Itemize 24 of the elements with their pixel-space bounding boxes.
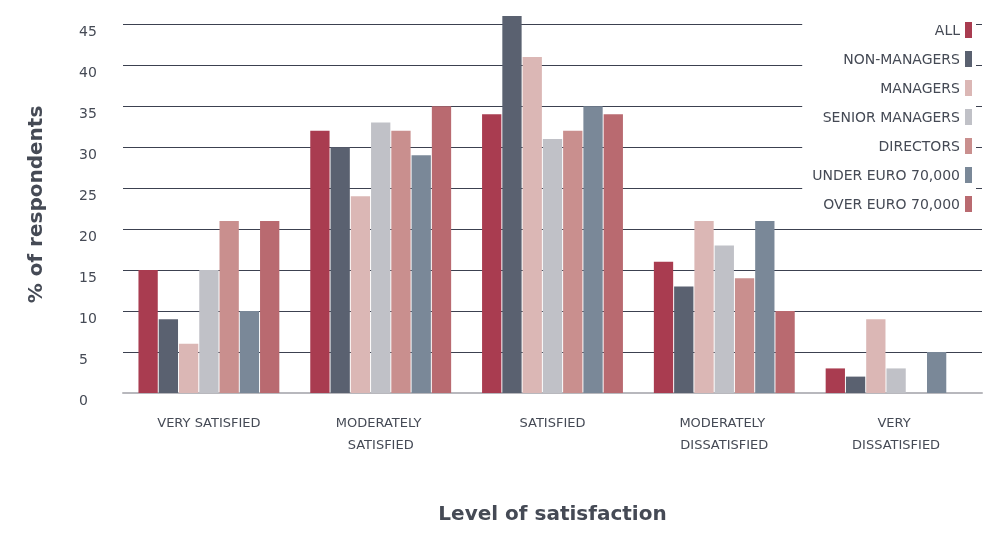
x-axis-title: Level of satisfaction [438, 501, 667, 525]
legend-label: SENIOR MANAGERS [822, 109, 961, 125]
y-tick-label: 20 [79, 228, 97, 245]
y-tick-label: 35 [79, 105, 97, 122]
legend-label: NON-MANAGERS [843, 51, 961, 67]
x-tick-label: MODERATELY SATISFIED [335, 414, 426, 452]
y-tick-label: 30 [79, 146, 97, 163]
legend-label: ALL [934, 22, 961, 38]
x-tick-label: VERY SATISFIED [157, 414, 261, 430]
y-axis-title: % of respondents [23, 105, 47, 304]
x-tick-label: VERY DISSATISFIED [852, 414, 941, 452]
y-tick-label: 0 [79, 392, 88, 408]
y-tick-label: 15 [79, 269, 97, 286]
legend-label: MANAGERS [880, 80, 961, 96]
x-tick-label: SATISFIED [519, 414, 586, 430]
y-tick-label: 10 [79, 310, 97, 327]
legend-label: UNDER EURO 70,000 [812, 167, 960, 183]
x-tick-label: MODERATELY DISSATISFIED [679, 414, 770, 452]
y-tick-label: 25 [79, 187, 97, 204]
legend-label: OVER EURO 70,000 [823, 196, 960, 212]
y-tick-label: 5 [79, 351, 88, 368]
legend-label: DIRECTORS [878, 138, 961, 154]
y-tick-label: 45 [79, 23, 97, 40]
y-tick-label: 40 [79, 64, 97, 81]
